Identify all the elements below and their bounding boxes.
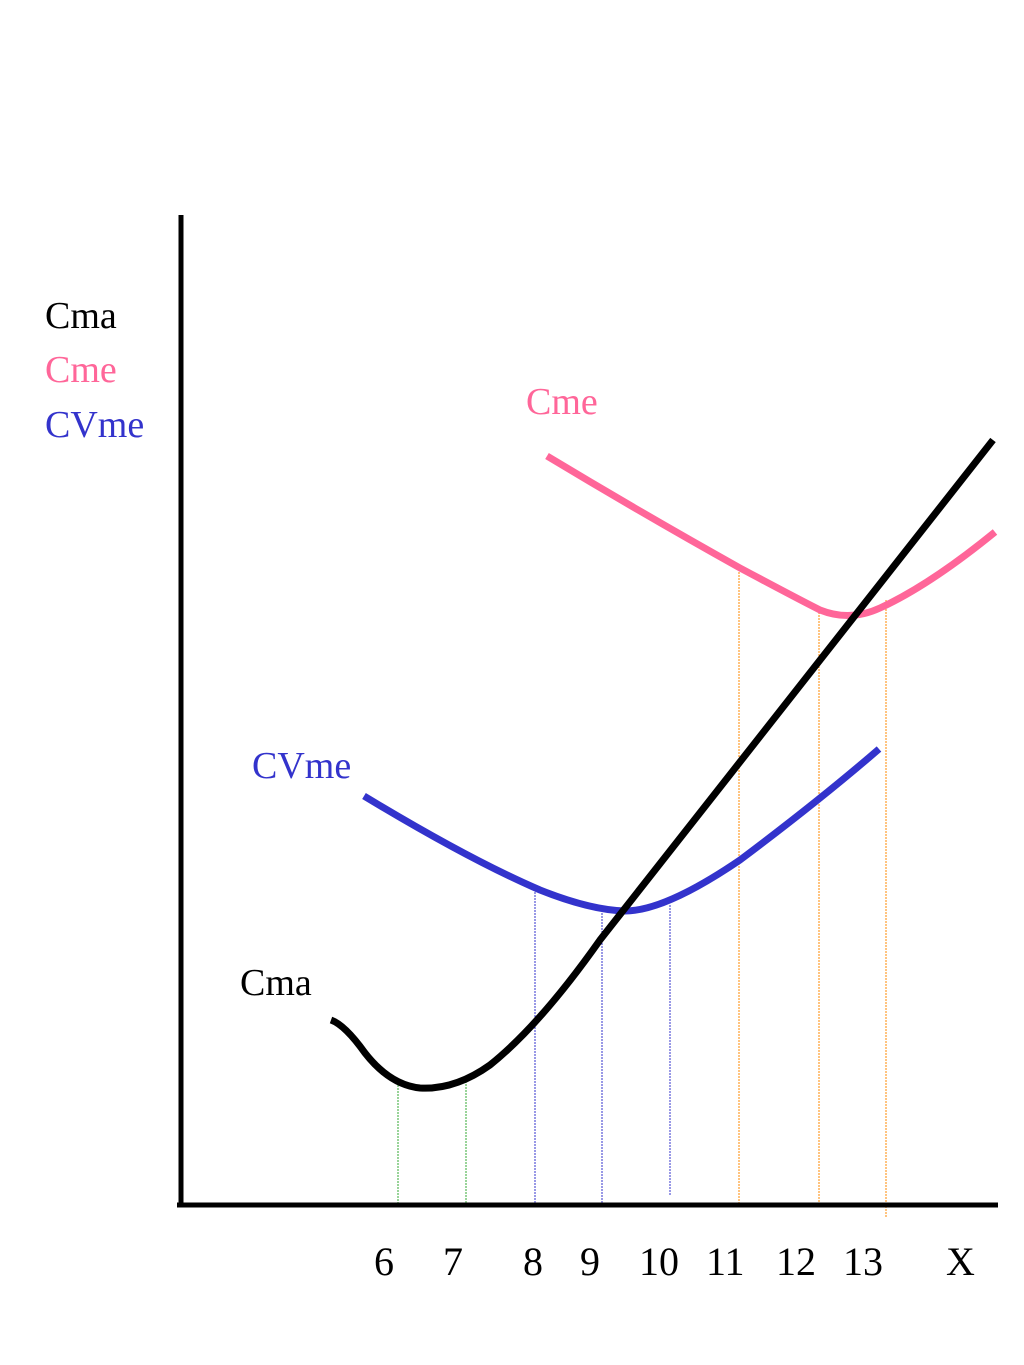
guide-lines bbox=[397, 572, 887, 1218]
x-tick-8: 8 bbox=[523, 1239, 543, 1284]
x-tick-6: 6 bbox=[374, 1239, 394, 1284]
cvme-curve-label: CVme bbox=[252, 745, 351, 787]
cma-curve bbox=[329, 437, 996, 1092]
x-axis-label: X bbox=[946, 1239, 975, 1284]
cme-curve-label: Cme bbox=[526, 381, 598, 423]
x-tick-13: 13 bbox=[843, 1239, 883, 1284]
x-tick-9: 9 bbox=[580, 1239, 600, 1284]
x-tick-7: 7 bbox=[443, 1239, 463, 1284]
cma-curve-label: Cma bbox=[240, 962, 312, 1004]
cme-curve bbox=[545, 453, 998, 619]
y-axis-label-cme: Cme bbox=[45, 349, 117, 391]
x-tick-12: 12 bbox=[776, 1239, 816, 1284]
x-tick-10: 10 bbox=[639, 1239, 679, 1284]
cvme-curve bbox=[362, 746, 882, 915]
x-tick-11: 11 bbox=[706, 1239, 745, 1284]
y-axis-label-cma: Cma bbox=[45, 295, 117, 337]
y-axis-label-cvme: CVme bbox=[45, 404, 144, 446]
